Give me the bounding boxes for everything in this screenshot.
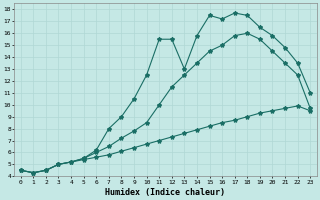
X-axis label: Humidex (Indice chaleur): Humidex (Indice chaleur) [106, 188, 226, 197]
